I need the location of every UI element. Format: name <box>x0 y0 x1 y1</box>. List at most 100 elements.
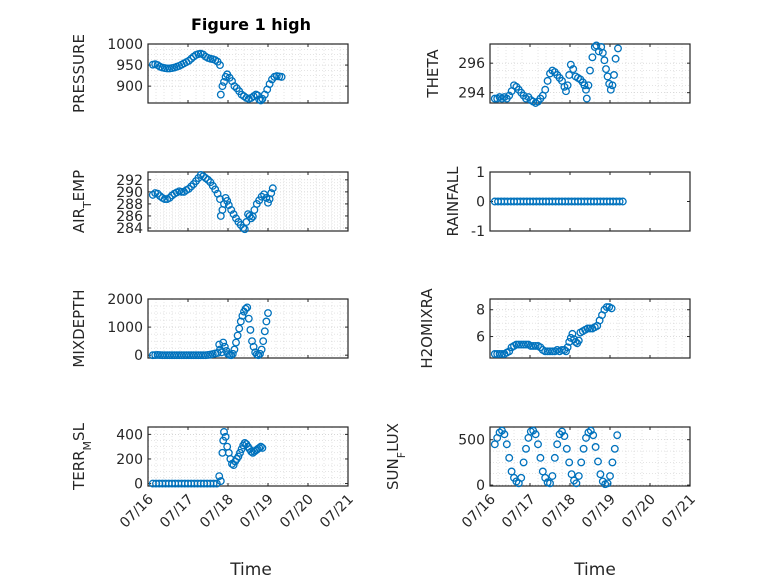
air-temp-data-point <box>165 193 174 202</box>
theta-data-point <box>614 44 622 53</box>
pressure-y-tick-label: 900 <box>116 79 143 95</box>
mixdepth-data-point <box>228 349 237 358</box>
mixdepth-data-point <box>254 351 263 360</box>
rainfall-y-tick-label: 0 <box>476 195 485 211</box>
sun-flux-y-tick-label: 0 <box>476 478 485 494</box>
x-tick-label: 07/19 <box>237 492 277 532</box>
terr-msl-data-point <box>255 443 264 452</box>
pressure-y-tick-label: 950 <box>116 58 143 74</box>
h2omixra-data-point <box>563 343 572 352</box>
theta-axes-box <box>489 43 691 104</box>
pressure-axes: 900 950 1000 PRESSURE <box>70 34 349 113</box>
sun-flux-data-point <box>603 479 612 488</box>
sun-flux-data-point <box>546 479 554 488</box>
mixdepth-data-point <box>232 338 240 347</box>
x-tick-label: 07/19 <box>579 492 619 532</box>
air-temp-data-point <box>268 184 277 193</box>
h2omixra-data-point <box>546 347 554 356</box>
h2omixra-axes-box <box>489 298 691 359</box>
h2omixra-y-tick-label: 6 <box>476 330 485 346</box>
theta-data-point <box>582 94 591 103</box>
theta-data-point <box>608 81 617 90</box>
theta-data-point <box>606 85 615 94</box>
sun-flux-data-point <box>553 440 562 449</box>
figure-title: Figure 1 high <box>191 15 311 34</box>
air-temp-data-point <box>160 195 169 204</box>
theta-data-point <box>600 56 609 65</box>
terr-msl-data-point <box>229 461 238 470</box>
h2omixra-axes: 6 8 H2OMIXRA <box>418 288 691 369</box>
rainfall-axes: -1 0 1 RAINFALL <box>444 165 691 240</box>
mixdepth-data-point <box>244 314 253 323</box>
mixdepth-data-point <box>241 304 250 313</box>
terr-msl-y-tick-label: 400 <box>116 427 143 443</box>
theta-data-point <box>588 53 597 62</box>
terr-msl-data-point <box>247 447 256 456</box>
theta-y-axis-label: THETA <box>424 49 442 99</box>
x-tick-label: 07/20 <box>277 492 317 532</box>
rainfall-data-point <box>615 197 624 206</box>
air-temp-data-point <box>204 175 212 184</box>
terr-msl-axes-box <box>147 426 349 487</box>
air-temp-y-tick-label: 292 <box>116 173 143 189</box>
air-temp-data-point <box>264 198 272 207</box>
mixdepth-data-point <box>230 345 239 354</box>
theta-data-point <box>584 81 593 90</box>
mixdepth-data-point <box>257 345 266 354</box>
sun-flux-data-point <box>572 479 581 488</box>
terr-msl-data-point <box>216 477 225 486</box>
air-temp-y-tick-label: 284 <box>116 221 143 237</box>
mixdepth-data-point <box>264 309 272 317</box>
air-temp-data-point <box>216 195 224 204</box>
sun-flux-data-point <box>524 433 533 442</box>
x-tick-label: 07/21 <box>317 492 357 532</box>
mixdepth-y-tick-label: 2000 <box>107 292 143 308</box>
terr-msl-data-point <box>215 472 224 481</box>
mixdepth-data-point <box>233 331 242 340</box>
air-temp-data-point <box>257 192 266 201</box>
mixdepth-data-point <box>260 327 269 336</box>
theta-data-point <box>598 48 607 57</box>
theta-data-point <box>611 54 620 63</box>
h2omixra-data-point <box>586 324 594 333</box>
air-temp-data-point <box>153 189 162 198</box>
sun-flux-data-point <box>490 440 499 449</box>
pressure-y-tick-label: 1000 <box>107 37 143 53</box>
x-tick-label: 07/21 <box>659 492 699 532</box>
air-temp-data-point <box>177 187 186 196</box>
sun-flux-data-point <box>589 431 598 440</box>
theta-data-point <box>603 72 612 81</box>
x-tick-label: 07/18 <box>539 492 579 532</box>
pressure-y-axis-label: PRESSURE <box>70 34 88 113</box>
terr-msl-data-point <box>237 445 246 454</box>
mixdepth-y-tick-label: 0 <box>134 348 143 364</box>
sun-flux-data-point <box>550 453 559 462</box>
air-temp-y-tick-label: 290 <box>116 185 143 201</box>
mixdepth-axes-box <box>147 298 349 359</box>
sun-flux-data-point <box>591 443 600 451</box>
mixdepth-y-tick-label: 1000 <box>107 320 143 336</box>
sun-flux-data-point <box>608 458 617 467</box>
air-temp-data-point <box>211 185 220 194</box>
terr-msl-data-point <box>258 443 267 452</box>
terr-msl-data-point <box>221 432 230 441</box>
air-temp-data-point <box>227 205 236 214</box>
sun-flux-data-point <box>500 430 509 439</box>
pressure-data-point <box>265 80 274 88</box>
pressure-data-point <box>216 61 224 70</box>
air-temp-y-axis-label: AIRTEMP <box>70 170 94 233</box>
theta-data-point <box>565 71 574 79</box>
pressure-data-point <box>277 72 286 81</box>
x-axis-label-right: Time <box>573 560 616 580</box>
h2omixra-y-axis-label: H2OMIXRA <box>418 288 436 369</box>
h2omixra-data-point <box>505 347 514 356</box>
sun-flux-data-point <box>586 426 595 435</box>
theta-data-point <box>543 76 552 85</box>
theta-data-point <box>569 65 578 74</box>
pressure-data-point <box>163 64 172 73</box>
sun-flux-data-point <box>531 430 540 439</box>
mixdepth-data-point <box>220 342 229 351</box>
pressure-data-point <box>258 94 267 103</box>
h2omixra-data-point <box>531 341 540 350</box>
